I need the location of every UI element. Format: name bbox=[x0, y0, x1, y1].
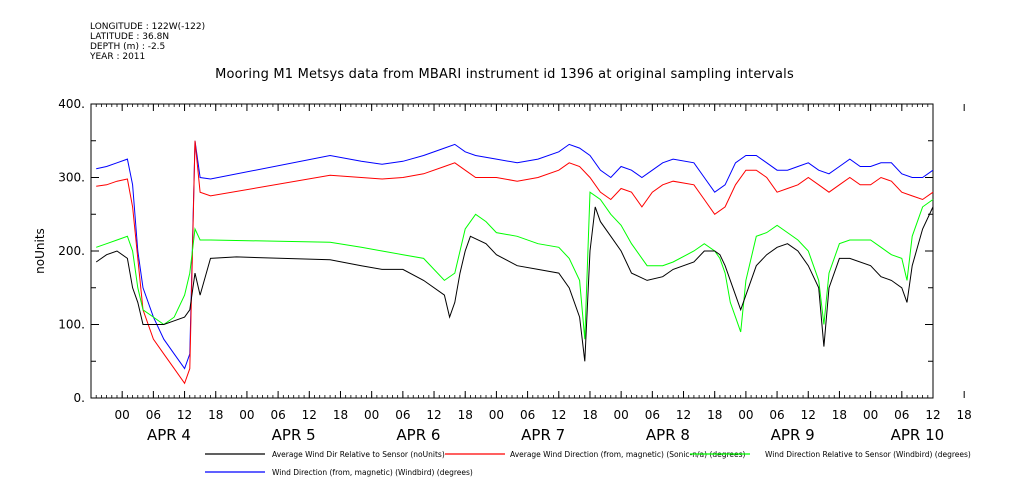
y-axis-label: noUnits bbox=[33, 228, 47, 274]
x-tick-label: 00 bbox=[614, 408, 629, 422]
x-tick-label: 06 bbox=[645, 408, 660, 422]
y-tick-label: 400. bbox=[58, 97, 85, 111]
x-tick-label: 18 bbox=[707, 408, 722, 422]
x-tick-label: 06 bbox=[894, 408, 909, 422]
x-tick-label: 12 bbox=[676, 408, 691, 422]
series-line-0 bbox=[95, 206, 934, 362]
plot-frame bbox=[90, 103, 934, 399]
x-tick-label: 06 bbox=[520, 408, 535, 422]
x-tick-label: 12 bbox=[177, 408, 192, 422]
x-tick-label: 12 bbox=[551, 408, 566, 422]
x-tick-label: 12 bbox=[801, 408, 816, 422]
day-label: APR 7 bbox=[521, 426, 565, 444]
x-tick-label: 00 bbox=[489, 408, 504, 422]
x-tick-label: 18 bbox=[208, 408, 223, 422]
legend-label-1: Average Wind Direction (from, magnetic) … bbox=[510, 450, 746, 459]
depth-label: DEPTH (m) : -2.5 bbox=[90, 42, 166, 52]
x-tick-label: 18 bbox=[957, 408, 972, 422]
x-tick-label: 00 bbox=[364, 408, 379, 422]
day-label: APR 4 bbox=[147, 426, 191, 444]
series-line-1 bbox=[96, 140, 934, 385]
legend-label-2: Wind Direction Relative to Sensor (Windb… bbox=[765, 450, 971, 459]
y-tick-label: 100. bbox=[58, 318, 85, 332]
x-tick-label: 00 bbox=[239, 408, 254, 422]
legend-label-3: Wind Direction (from, magnetic) (Windbir… bbox=[272, 468, 473, 477]
latitude-label: LATITUDE : 36.8N bbox=[90, 32, 170, 42]
day-label: APR 8 bbox=[646, 426, 690, 444]
day-label: APR 6 bbox=[396, 426, 440, 444]
x-tick-label: 12 bbox=[302, 408, 317, 422]
y-tick-label: 0. bbox=[74, 391, 85, 405]
x-tick-label: 00 bbox=[863, 408, 878, 422]
x-tick-label: 06 bbox=[146, 408, 161, 422]
x-tick-label: 00 bbox=[115, 408, 130, 422]
x-tick-label: 06 bbox=[270, 408, 285, 422]
day-label: APR 5 bbox=[272, 426, 316, 444]
x-tick-label: 06 bbox=[769, 408, 784, 422]
x-tick-label: 12 bbox=[426, 408, 441, 422]
day-label: APR 9 bbox=[771, 426, 815, 444]
year-label: YEAR : 2011 bbox=[90, 52, 146, 62]
day-label: APR 10 bbox=[891, 426, 945, 444]
x-tick-label: 06 bbox=[395, 408, 410, 422]
x-tick-label: 00 bbox=[738, 408, 753, 422]
y-tick-label: 200. bbox=[58, 244, 85, 258]
series-line-3 bbox=[96, 140, 934, 370]
x-tick-label: 18 bbox=[333, 408, 348, 422]
x-tick-label: 18 bbox=[832, 408, 847, 422]
series-line-2 bbox=[96, 191, 934, 340]
longitude-label: LONGITUDE : 122W(-122) bbox=[90, 22, 206, 32]
x-tick-label: 12 bbox=[925, 408, 940, 422]
chart-title: Mooring M1 Metsys data from MBARI instru… bbox=[215, 67, 794, 82]
legend-label-0: Average Wind Dir Relative to Sensor (noU… bbox=[272, 450, 445, 459]
y-tick-label: 300. bbox=[58, 171, 85, 185]
x-tick-label: 18 bbox=[458, 408, 473, 422]
x-tick-label: 18 bbox=[582, 408, 597, 422]
